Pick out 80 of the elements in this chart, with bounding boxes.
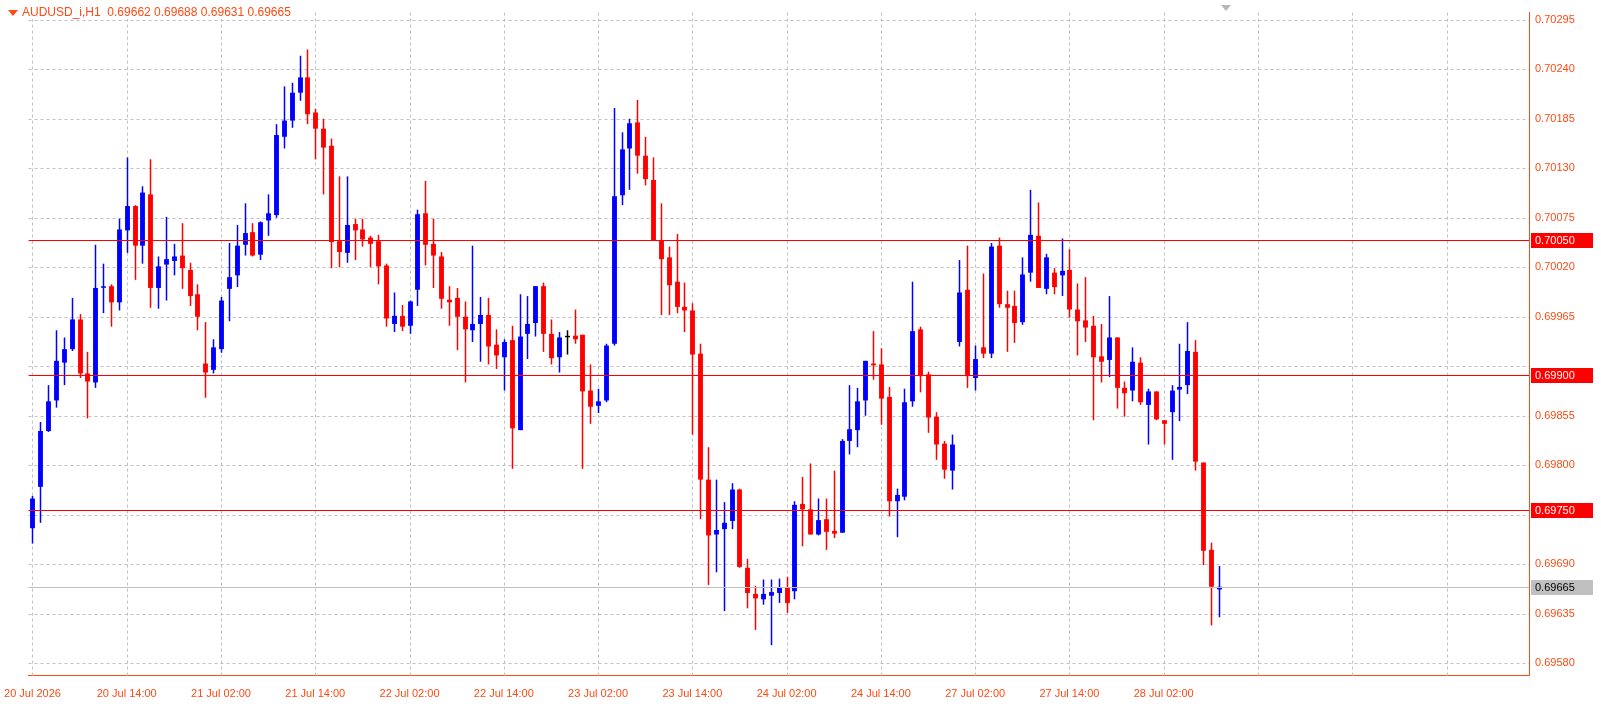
candlestick xyxy=(502,338,507,392)
candlestick xyxy=(298,55,303,102)
candlestick xyxy=(816,497,821,537)
candlestick xyxy=(478,296,483,363)
candlestick xyxy=(101,262,106,314)
candlestick xyxy=(494,328,499,370)
candlestick xyxy=(895,487,900,538)
x-tick-label: 20 Jul 2026 xyxy=(4,687,61,700)
candlestick xyxy=(973,344,978,392)
candlestick xyxy=(227,242,232,322)
candlestick xyxy=(156,255,161,310)
candlestick xyxy=(243,202,248,257)
candlestick xyxy=(769,578,774,646)
candlestick xyxy=(596,387,601,414)
candlestick xyxy=(1107,295,1112,378)
candlestick xyxy=(643,136,648,187)
x-tick-label: 22 Jul 02:00 xyxy=(379,687,440,700)
candlestick xyxy=(62,336,67,386)
candlestick xyxy=(777,577,782,604)
candlestick xyxy=(164,216,169,302)
candlestick xyxy=(109,283,114,328)
ref-line-label: 0.69665 xyxy=(1535,581,1575,594)
candlestick xyxy=(470,244,475,343)
x-tick-label: 21 Jul 14:00 xyxy=(285,687,346,700)
candlestick xyxy=(847,384,852,456)
y-tick-label: 0.70240 xyxy=(1535,62,1575,75)
x-tick-label: 24 Jul 02:00 xyxy=(756,687,817,700)
y-tick-label: 0.69855 xyxy=(1535,408,1575,421)
y-tick-label: 0.70075 xyxy=(1535,210,1575,223)
x-tick-label: 24 Jul 14:00 xyxy=(850,687,911,700)
chart-title: AUDUSD_i,H1 0.69662 0.69688 0.69631 0.69665 xyxy=(22,5,291,19)
candlestick xyxy=(266,193,271,237)
candlestick xyxy=(195,283,200,331)
y-tick-label: 0.69635 xyxy=(1535,606,1575,619)
candlestick xyxy=(1122,380,1127,418)
candlestick xyxy=(761,578,766,606)
candlestick xyxy=(753,585,758,631)
ref-line-label: 0.69900 xyxy=(1535,369,1575,382)
y-tick-label: 0.70185 xyxy=(1535,111,1575,124)
candlestick xyxy=(981,272,986,359)
candlestick xyxy=(392,291,397,333)
candlestick xyxy=(211,338,216,375)
candlestick xyxy=(1060,237,1065,297)
x-tick-label: 20 Jul 14:00 xyxy=(96,687,157,700)
ref-line-label: 0.69750 xyxy=(1535,504,1575,517)
x-tick-label: 23 Jul 02:00 xyxy=(568,687,629,700)
candlestick xyxy=(785,576,790,614)
candlestick xyxy=(722,501,727,612)
candlestick xyxy=(557,331,562,374)
candlestick xyxy=(172,243,177,277)
candlestick xyxy=(313,108,318,161)
candlestick xyxy=(282,85,287,150)
candlestick xyxy=(455,287,460,351)
candlestick xyxy=(1083,276,1088,343)
y-tick-label: 0.69580 xyxy=(1535,656,1575,669)
candlestick xyxy=(1177,343,1182,422)
y-tick-label: 0.70020 xyxy=(1535,260,1575,273)
y-tick-label: 0.69965 xyxy=(1535,309,1575,322)
y-tick-label: 0.70295 xyxy=(1535,12,1575,25)
x-tick-label: 27 Jul 14:00 xyxy=(1039,687,1100,700)
y-tick-label: 0.69690 xyxy=(1535,557,1575,570)
candlestick xyxy=(1075,282,1080,357)
candlestick xyxy=(525,295,530,360)
ref-line-label: 0.70050 xyxy=(1535,234,1575,247)
y-tick-label: 0.69800 xyxy=(1535,458,1575,471)
x-tick-label: 21 Jul 02:00 xyxy=(191,687,251,700)
candlestick xyxy=(1170,384,1175,461)
candlestick xyxy=(400,304,405,332)
candlestick xyxy=(1146,387,1151,446)
candlestick xyxy=(1012,289,1017,344)
x-tick-label: 27 Jul 02:00 xyxy=(945,687,1006,700)
x-tick-label: 28 Jul 02:00 xyxy=(1133,687,1194,700)
candlestick xyxy=(1162,419,1167,446)
candlestick xyxy=(1052,267,1057,296)
candlestick xyxy=(321,118,326,196)
y-tick-label: 0.70130 xyxy=(1535,161,1575,174)
x-tick-label: 22 Jul 14:00 xyxy=(473,687,534,700)
x-tick-label: 23 Jul 14:00 xyxy=(662,687,723,700)
candlestick xyxy=(1005,289,1010,353)
candlestick xyxy=(714,478,719,574)
